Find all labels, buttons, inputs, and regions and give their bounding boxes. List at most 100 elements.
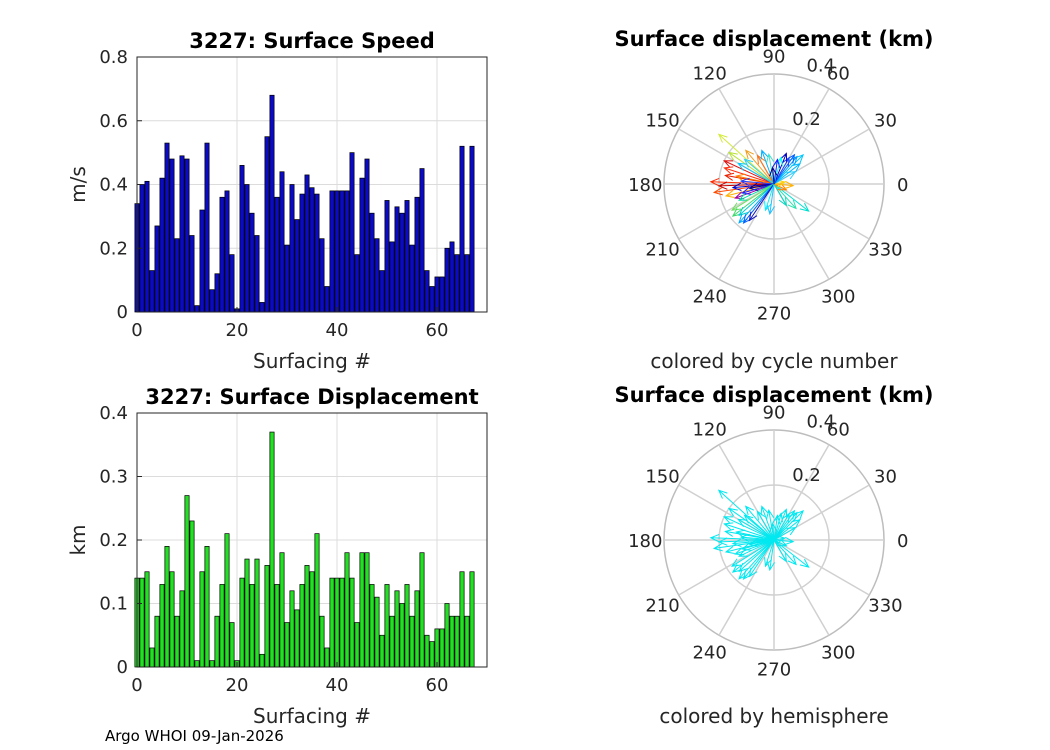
bar — [159, 177, 165, 313]
displacement-vector — [773, 539, 810, 568]
bar — [249, 212, 255, 313]
bar — [444, 603, 450, 668]
spoke — [678, 539, 775, 596]
bar — [179, 590, 185, 668]
y-tick-label: 0.2 — [99, 238, 128, 259]
displacement-vector — [739, 177, 775, 186]
displacement-vector — [773, 539, 797, 566]
bar — [424, 270, 430, 313]
bar — [219, 196, 225, 313]
bar — [409, 615, 415, 668]
displacement-vector — [766, 539, 775, 572]
bar — [469, 571, 475, 668]
bar — [229, 254, 235, 313]
angle-label: 120 — [692, 420, 726, 441]
bar — [269, 94, 275, 313]
displacement-vector — [764, 183, 775, 212]
bar — [259, 302, 265, 313]
displacement-vector — [773, 539, 787, 563]
footer-text: Argo WHOI 09-Jan-2026 — [105, 727, 284, 745]
bar — [219, 584, 225, 668]
bar — [449, 615, 455, 668]
bar — [344, 190, 350, 313]
y-tick-label: 0.2 — [99, 530, 128, 551]
x-tick-label: 20 — [226, 320, 249, 341]
bar — [264, 565, 270, 668]
displacement-vector — [773, 182, 788, 191]
y-tick-label: 0 — [117, 302, 128, 323]
bar — [394, 590, 400, 668]
bar — [374, 596, 380, 668]
chart-caption: colored by cycle number — [650, 349, 898, 373]
bar — [284, 244, 290, 313]
displacement-vector — [743, 514, 775, 541]
bar — [374, 238, 380, 313]
bar — [194, 305, 200, 313]
bar — [464, 254, 470, 313]
bar — [429, 641, 435, 668]
bar — [424, 634, 430, 668]
displacement-vector — [773, 180, 795, 190]
displacement-vector — [723, 522, 775, 541]
bar — [254, 235, 260, 313]
bar — [329, 577, 335, 668]
angle-label: 240 — [692, 286, 726, 307]
bar — [309, 187, 315, 313]
bar — [309, 571, 315, 668]
displacement-vector — [772, 158, 781, 185]
y-tick-label: 0 — [117, 657, 128, 678]
bar — [384, 200, 390, 313]
bar — [259, 653, 265, 668]
bar — [269, 431, 275, 668]
bar — [369, 584, 375, 668]
angle-label: 0 — [897, 175, 908, 196]
displacement-vector — [773, 536, 795, 546]
bar — [364, 552, 370, 668]
bar — [224, 190, 230, 313]
y-tick-label: 0.4 — [99, 403, 128, 424]
displacement-vector — [748, 539, 775, 578]
bar — [229, 622, 235, 668]
bar — [314, 533, 320, 668]
bar — [464, 615, 470, 668]
bar — [244, 184, 250, 313]
bar — [409, 244, 415, 313]
displacement-vector — [773, 509, 805, 541]
spoke — [718, 539, 775, 636]
bar — [364, 158, 370, 313]
bar — [444, 247, 450, 313]
y-axis-label: m/s — [66, 166, 90, 203]
bar — [239, 577, 245, 668]
bar — [344, 552, 350, 668]
bar — [339, 190, 345, 313]
bar — [359, 552, 365, 668]
displacement-vector — [742, 539, 775, 580]
bar — [434, 628, 440, 668]
bar — [299, 193, 305, 313]
displacement-vector — [738, 539, 775, 573]
displacement-vector — [727, 151, 775, 185]
bar — [249, 584, 255, 668]
bar — [369, 212, 375, 313]
bar — [389, 241, 395, 313]
bar — [354, 254, 360, 313]
y-tick-label: 0.4 — [99, 175, 128, 196]
angle-label: 60 — [827, 420, 850, 441]
bar — [139, 577, 145, 668]
radius-label: 0.4 — [806, 56, 835, 77]
bar — [274, 196, 280, 313]
chart-title: Surface displacement (km) — [614, 27, 933, 51]
angle-label: 330 — [868, 595, 902, 616]
angle-label: 90 — [763, 46, 786, 67]
displacement-vector — [730, 183, 775, 211]
displacement-vector — [730, 539, 775, 567]
angle-label: 150 — [645, 467, 679, 488]
displacement-vector — [723, 160, 775, 185]
x-tick-label: 60 — [426, 320, 449, 341]
bar — [209, 660, 215, 668]
bar — [199, 209, 205, 313]
x-tick-label: 40 — [326, 675, 349, 696]
bar — [304, 565, 310, 668]
bar — [294, 219, 300, 313]
bar — [289, 590, 295, 668]
